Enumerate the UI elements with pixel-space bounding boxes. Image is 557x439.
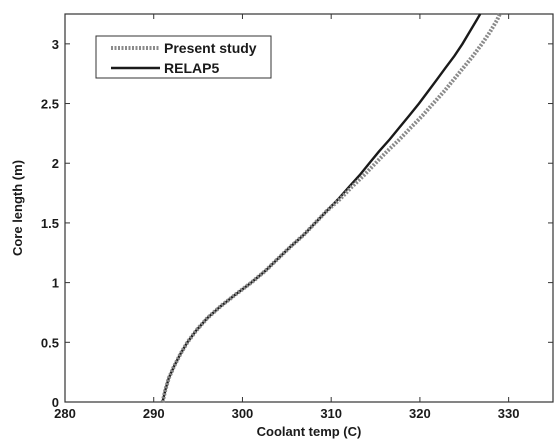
x-tick-label: 280 [54,406,76,421]
legend-box [95,35,272,79]
x-tick-label: 320 [409,406,431,421]
y-tick-label: 1 [52,276,59,291]
legend-label-present-study: Present study [164,40,257,56]
y-tick-label: 2 [52,156,59,171]
series-layer [160,13,502,403]
plot-area [64,13,554,403]
y-tick-label: 3 [52,37,59,52]
y-tick-label: 1.5 [41,216,59,231]
legend-label-relap5: RELAP5 [164,60,219,76]
x-tick-label: 300 [232,406,254,421]
y-tick-label: 2.5 [41,97,59,112]
y-tick-label: 0.5 [41,335,59,350]
x-tick-label: 330 [498,406,520,421]
series-line-present-study [160,13,502,403]
y-axis-ticks: 0 0.5 1 1.5 2 2.5 3 [41,37,553,410]
x-axis-ticks: 280 290 300 310 320 330 [54,14,519,421]
x-tick-label: 290 [143,406,165,421]
y-tick-label: 0 [52,395,59,410]
series-line-relap5 [161,13,482,403]
legend: Present study RELAP5 [95,35,272,79]
y-axis-title: Core length (m) [10,160,25,256]
x-tick-label: 310 [320,406,342,421]
x-axis-title: Coolant temp (C) [257,424,362,439]
